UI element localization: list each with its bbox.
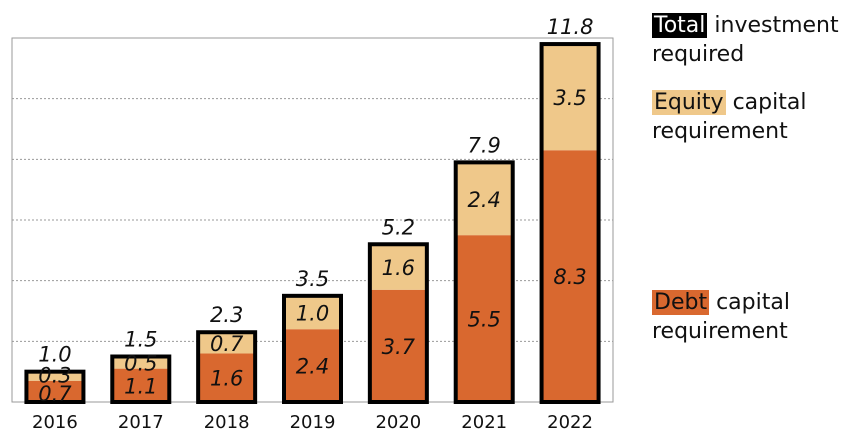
debt-label: 1.6 bbox=[210, 367, 243, 391]
bar-total-outline bbox=[282, 293, 343, 405]
bar-total-outline bbox=[453, 160, 515, 404]
equity-label: 3.5 bbox=[553, 86, 586, 110]
total-label: 11.8 bbox=[547, 15, 594, 39]
stacked-bar-chart: 0.30.71.020160.51.11.520170.71.62.320181… bbox=[11, 15, 614, 433]
bar-total-outline bbox=[367, 242, 429, 404]
x-tick-label: 2019 bbox=[290, 412, 336, 433]
legend-equity-line2: requirement bbox=[652, 119, 788, 144]
total-label: 1.0 bbox=[38, 343, 71, 367]
debt-label: 1.1 bbox=[124, 374, 157, 398]
total-label: 7.9 bbox=[468, 133, 501, 157]
bar-debt bbox=[369, 289, 427, 402]
bar-debt bbox=[455, 235, 513, 402]
legend-equity: Equity capital requirement bbox=[652, 88, 806, 146]
x-tick-label: 2018 bbox=[204, 412, 250, 433]
legend-debt-key: Debt bbox=[652, 290, 710, 315]
legend-total-key: Total bbox=[652, 13, 708, 38]
legend-equity-key: Equity bbox=[652, 90, 726, 115]
debt-label: 3.7 bbox=[382, 335, 416, 359]
total-label: 3.5 bbox=[296, 267, 329, 291]
bar-total-outline bbox=[110, 354, 172, 404]
legend-total: Total investment required bbox=[652, 11, 839, 69]
bar-total-outline bbox=[196, 330, 258, 405]
x-tick-label: 2017 bbox=[118, 412, 164, 433]
bar-debt bbox=[198, 353, 256, 402]
equity-label: 0.5 bbox=[124, 352, 157, 376]
x-tick-label: 2016 bbox=[32, 412, 78, 433]
bar-equity bbox=[26, 371, 84, 381]
bar-total-outline bbox=[539, 42, 601, 404]
bar-equity bbox=[198, 332, 256, 354]
x-tick-label: 2020 bbox=[375, 412, 421, 433]
legend-equity-text: capital bbox=[725, 90, 807, 115]
equity-label: 0.3 bbox=[38, 364, 71, 388]
bar-debt bbox=[26, 380, 84, 402]
debt-label: 0.7 bbox=[38, 382, 72, 406]
equity-label: 0.7 bbox=[210, 332, 244, 356]
debt-label: 5.5 bbox=[468, 308, 501, 332]
equity-label: 1.0 bbox=[296, 302, 329, 326]
bar-equity bbox=[284, 295, 341, 330]
bar-equity bbox=[455, 162, 513, 236]
equity-label: 1.6 bbox=[382, 256, 415, 280]
legend-total-text: investment bbox=[707, 13, 839, 38]
bar-debt bbox=[112, 368, 170, 402]
total-label: 5.2 bbox=[382, 215, 415, 239]
legend-debt: Debt capital requirement bbox=[652, 288, 790, 346]
debt-label: 8.3 bbox=[553, 265, 586, 289]
bar-total-outline bbox=[24, 369, 86, 404]
equity-label: 2.4 bbox=[468, 188, 501, 212]
x-tick-label: 2022 bbox=[547, 412, 593, 433]
total-label: 1.5 bbox=[124, 328, 157, 352]
debt-label: 2.4 bbox=[296, 355, 329, 379]
bar-equity bbox=[112, 356, 170, 369]
legend-debt-text: capital bbox=[709, 290, 790, 315]
bar-debt bbox=[284, 329, 341, 402]
x-tick-label: 2021 bbox=[461, 412, 507, 433]
bar-equity bbox=[369, 244, 427, 290]
total-label: 2.3 bbox=[210, 303, 243, 327]
bar-equity bbox=[541, 44, 599, 151]
bar-debt bbox=[541, 150, 599, 402]
legend-debt-line2: requirement bbox=[652, 319, 788, 344]
legend-total-line2: required bbox=[652, 42, 745, 67]
